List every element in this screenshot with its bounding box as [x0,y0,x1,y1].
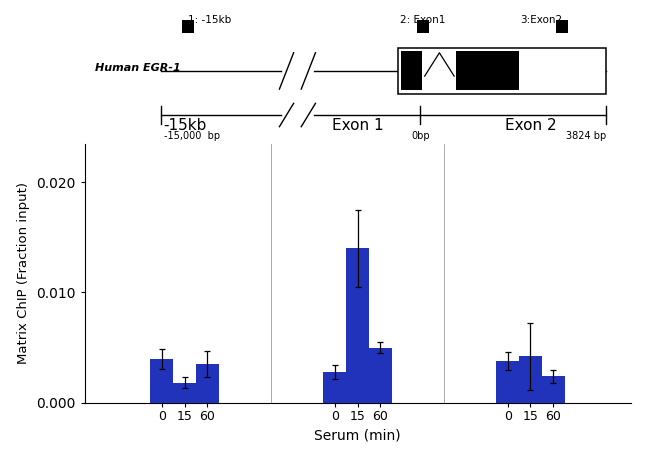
Text: Exon 2: Exon 2 [504,118,556,133]
Bar [417,20,429,33]
Bar [542,376,565,403]
Bar [173,383,196,403]
Text: -15,000  bp: -15,000 bp [164,131,220,141]
Bar [497,361,519,403]
Bar [398,48,606,94]
Bar [369,348,391,403]
Text: 2: Exon1: 2: Exon1 [400,14,446,25]
Text: -15kb: -15kb [163,118,206,133]
Y-axis label: Matrix ChIP (Fraction input): Matrix ChIP (Fraction input) [18,182,31,364]
Bar [151,359,173,403]
X-axis label: Serum (min): Serum (min) [314,428,401,442]
Bar [324,372,346,403]
Bar [456,51,519,90]
Text: Human EGR-1: Human EGR-1 [96,63,181,73]
Text: 1: -15kb: 1: -15kb [188,14,231,25]
Bar [519,357,542,403]
Text: 0bp: 0bp [411,131,430,141]
Text: 3:Exon2: 3:Exon2 [520,14,562,25]
Bar [196,364,218,403]
Bar [400,51,422,90]
Text: 3824 bp: 3824 bp [566,131,606,141]
Bar [182,20,194,33]
Bar [346,248,369,403]
Text: Exon 1: Exon 1 [332,118,384,133]
Bar [556,20,568,33]
